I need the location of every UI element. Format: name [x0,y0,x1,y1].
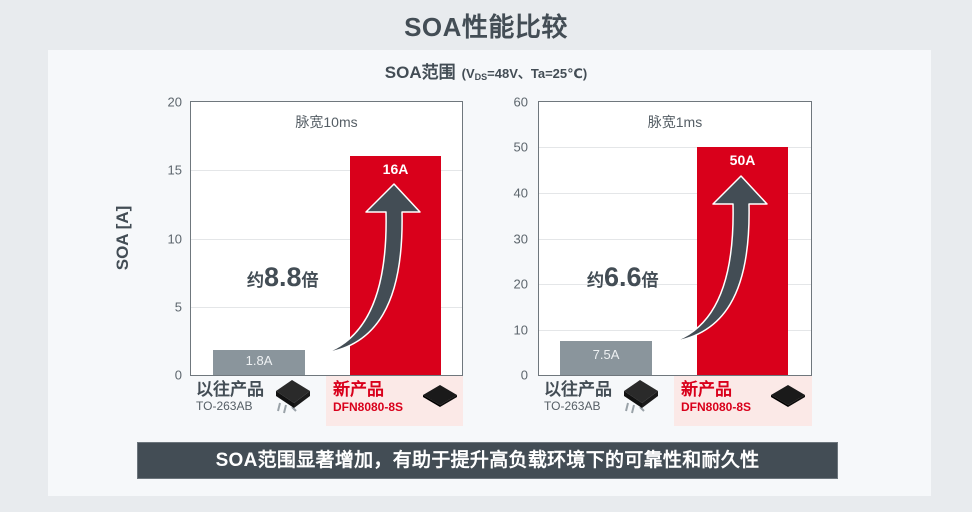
y-tick: 40 [513,185,528,201]
y-tick: 60 [513,94,528,110]
gridline [191,239,462,240]
y-tick: 5 [174,299,182,315]
gridline [539,330,811,331]
to263-package-icon [624,380,658,414]
legend-new-product: 新产品 DFN8080-8S [674,376,812,426]
gridline [539,284,811,285]
bar-old-product: 1.8A [213,350,305,375]
y-tick: 30 [513,231,528,247]
y-tick: 10 [513,322,528,338]
page-title: SOA性能比较 [404,12,568,42]
gridline [539,239,811,240]
legend-old-product: 以往产品 TO-263AB [544,380,612,413]
y-tick: 15 [167,162,182,178]
dfn-package-icon [771,385,805,407]
subtitle-conditions: (VDS=48V、Ta=25℃) [461,66,588,82]
dfn-package-icon [423,385,457,407]
y-tick: 10 [167,231,182,247]
ratio-annotation: 约8.8倍 [247,262,319,292]
y-tick: 20 [513,276,528,292]
ratio-annotation: 约6.6倍 [587,262,659,292]
legend-new-product: 新产品 DFN8080-8S [326,376,463,426]
gridline [539,147,811,148]
bar-value-label: 50A [729,152,756,168]
subtitle-main: SOA范围 [384,63,456,82]
y-tick: 0 [520,367,528,383]
bar-old-product: 7.5A [560,341,652,375]
summary-banner: SOA范围显著增加，有助于提升高负载环境下的可靠性和耐久性 [137,442,838,479]
gridline [191,170,462,171]
chart-subtitle: SOA范围 (VDS=48V、Ta=25℃) [0,58,972,83]
pulse-width-label: 脉宽1ms [647,114,703,130]
y-tick: 20 [167,94,182,110]
gridline [539,193,811,194]
to263-package-icon [276,380,310,414]
pulse-width-label: 脉宽10ms [295,114,358,130]
legend-old-product: 以往产品 TO-263AB [196,380,264,413]
gridline [191,307,462,308]
y-tick: 0 [174,367,182,383]
bar-value-label: 16A [382,161,409,177]
bar-value-label: 1.8A [245,353,273,368]
y-tick: 50 [513,139,528,155]
bar-value-label: 7.5A [592,347,620,362]
